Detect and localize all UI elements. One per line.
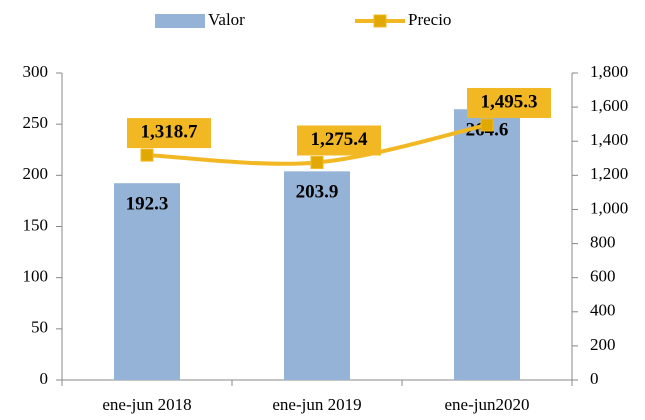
bar-data-label: 192.3 <box>126 194 169 215</box>
y-tick-label: 100 <box>23 267 49 286</box>
y-tick-label: 300 <box>23 62 49 81</box>
legend-label: Precio <box>408 10 451 29</box>
y2-tick-label: 1,400 <box>590 130 628 149</box>
bar-data-label: 203.9 <box>296 182 339 203</box>
y-tick-label: 200 <box>23 164 49 183</box>
x-tick-label: ene-jun2020 <box>445 395 530 414</box>
marker <box>480 118 494 132</box>
y2-tick-label: 1,600 <box>590 96 628 115</box>
y-tick-label: 50 <box>31 318 48 337</box>
data-label-box <box>127 118 211 149</box>
y-tick-label: 250 <box>23 113 49 132</box>
line-data-label: 1,318.7 <box>141 121 199 142</box>
marker <box>140 148 154 162</box>
y2-tick-label: 600 <box>590 267 616 286</box>
x-tick-label: ene-jun 2019 <box>272 395 361 414</box>
data-label-box <box>467 87 551 118</box>
bar <box>454 109 520 380</box>
x-tick-label: ene-jun 2018 <box>102 395 191 414</box>
y2-tick-label: 200 <box>590 335 616 354</box>
y2-tick-label: 0 <box>590 369 599 388</box>
bar <box>284 171 350 380</box>
bar <box>114 183 180 380</box>
y-tick-label: 150 <box>23 215 49 234</box>
y2-tick-label: 800 <box>590 232 616 251</box>
y-tick-label: 0 <box>40 369 49 388</box>
legend-label: Valor <box>208 10 245 29</box>
marker <box>310 155 324 169</box>
y2-tick-label: 1,200 <box>590 164 628 183</box>
line-data-label: 1,275.4 <box>311 129 369 150</box>
y2-tick-label: 1,800 <box>590 62 628 81</box>
legend-swatch <box>155 14 205 28</box>
data-label-box <box>297 125 381 156</box>
legend-marker <box>373 14 387 28</box>
y2-tick-label: 1,000 <box>590 198 628 217</box>
y2-tick-label: 400 <box>590 301 616 320</box>
line-data-label: 1,495.3 <box>481 91 538 112</box>
